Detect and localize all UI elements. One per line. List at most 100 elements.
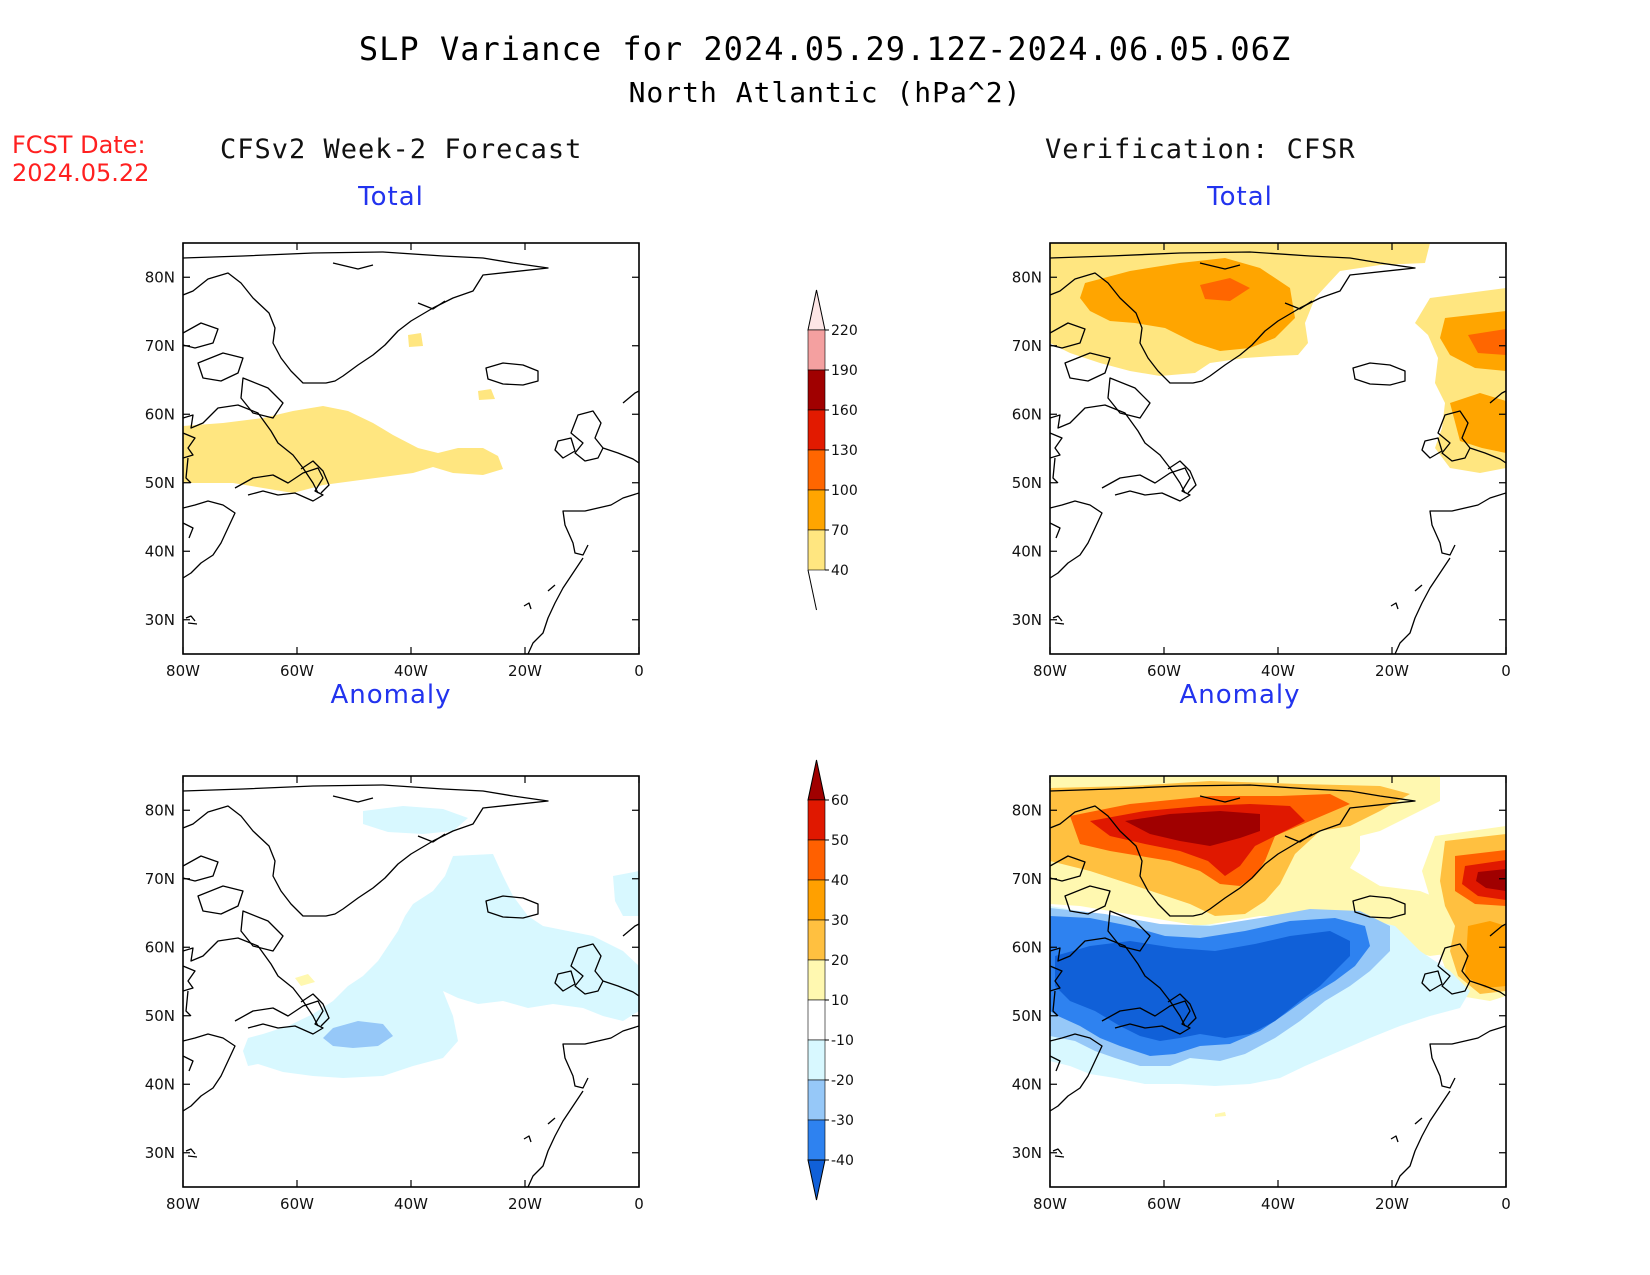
- shaded-region: [1465, 921, 1506, 988]
- lat-tick-label: 40N: [145, 1075, 175, 1093]
- shaded-region: [408, 333, 423, 347]
- shaded-region: [1450, 393, 1506, 453]
- lon-tick-label: 60W: [1147, 1195, 1181, 1213]
- lon-tick-label: 0: [1501, 662, 1511, 680]
- colorbar-segment: [807, 919, 826, 961]
- colorbar-label: 50: [831, 833, 849, 849]
- lat-tick-label: 70N: [145, 870, 175, 888]
- lat-tick-label: 40N: [1012, 542, 1042, 560]
- map-panel-verification-anomaly: 80N 70N 60N 50N 40N 30N 80W 60W 40W 20W 0: [1012, 775, 1511, 1213]
- lat-tick-label: 80N: [1012, 801, 1042, 819]
- lat-tick-label: 30N: [1012, 611, 1042, 629]
- lat-tick-label: 70N: [1012, 870, 1042, 888]
- lat-tick-label: 50N: [145, 1007, 175, 1025]
- shaded-region: [183, 406, 503, 493]
- map-panel-forecast-total: 80N 70N 60N 50N 40N 30N 80W 60W 40W 20W 0: [145, 242, 644, 680]
- colorbar-label: 220: [831, 323, 858, 339]
- colorbar-label: 40: [831, 563, 849, 579]
- shaded-region: [1080, 258, 1295, 351]
- colorbar-segment: [807, 409, 826, 451]
- colorbar-segment: [807, 1079, 826, 1121]
- colorbar-label: -10: [831, 1033, 854, 1049]
- colorbar-segment: [807, 959, 826, 1001]
- colorbar-label: -30: [831, 1113, 854, 1129]
- lon-tick-label: 0: [634, 1195, 644, 1213]
- map-panel-verification-total: 80N 70N 60N 50N 40N 30N 80W 60W 40W 20W 0: [1012, 242, 1511, 680]
- shaded-region: [1055, 931, 1350, 1041]
- main-subtitle: North Atlantic (hPa^2): [628, 76, 1022, 109]
- lat-tick-label: 60N: [1012, 938, 1042, 956]
- colorbar-segment: [807, 799, 826, 841]
- colorbar-segment: [807, 449, 826, 491]
- main-title: SLP Variance for 2024.05.29.12Z-2024.06.…: [358, 30, 1292, 68]
- shaded-region: [1468, 329, 1506, 355]
- colorbar-arrow-high: [807, 759, 826, 801]
- lat-tick-label: 80N: [1012, 268, 1042, 286]
- lat-tick-label: 70N: [1012, 337, 1042, 355]
- lat-tick-label: 50N: [1012, 474, 1042, 492]
- lon-tick-label: 40W: [1261, 662, 1295, 680]
- colorbar-label: 30: [831, 913, 849, 929]
- colorbar-label: -20: [831, 1073, 854, 1089]
- lat-tick-label: 80N: [145, 268, 175, 286]
- forecast-date-label: FCST Date:: [12, 131, 146, 159]
- lon-tick-label: 20W: [508, 1195, 542, 1213]
- lon-tick-label: 20W: [1375, 1195, 1409, 1213]
- shaded-region: [363, 806, 468, 834]
- colorbar-label: 130: [831, 443, 858, 459]
- panel-title-verification-anomaly: Anomaly: [1179, 680, 1301, 710]
- lon-tick-label: 20W: [508, 662, 542, 680]
- colorbar-segment: [807, 839, 826, 881]
- shaded-region: [1476, 869, 1506, 891]
- anomaly-colorbar: -40 -30 -20 -10 10 20 30 40 50 60: [807, 759, 854, 1201]
- colorbar-label: 160: [831, 403, 858, 419]
- lon-tick-label: 60W: [1147, 662, 1181, 680]
- lon-tick-label: 40W: [394, 1195, 428, 1213]
- shaded-region: [1125, 811, 1260, 846]
- shaded-region: [1200, 278, 1250, 301]
- lon-tick-label: 40W: [1261, 1195, 1295, 1213]
- lat-tick-label: 70N: [145, 337, 175, 355]
- colorbar-arrow-high: [807, 289, 826, 331]
- forecast-date-value: 2024.05.22: [12, 159, 150, 187]
- colorbar-label: 70: [831, 523, 849, 539]
- shaded-region: [295, 974, 315, 986]
- lat-tick-label: 80N: [145, 801, 175, 819]
- lat-tick-label: 30N: [145, 1144, 175, 1162]
- shaded-region: [323, 1021, 393, 1048]
- lat-tick-label: 60N: [145, 405, 175, 423]
- lon-tick-label: 60W: [280, 1195, 314, 1213]
- colorbar-segment: [807, 489, 826, 531]
- lon-tick-label: 80W: [1033, 1195, 1067, 1213]
- lat-tick-label: 30N: [1012, 1144, 1042, 1162]
- colorbar-segment: [807, 529, 826, 571]
- lon-tick-label: 0: [634, 662, 644, 680]
- colorbar-segment: [807, 329, 826, 371]
- colorbar-segment: [807, 999, 826, 1041]
- colorbar-segment: [807, 1039, 826, 1081]
- map-panel-forecast-anomaly: 80N 70N 60N 50N 40N 30N 80W 60W 40W 20W 0: [145, 775, 644, 1213]
- colorbar-label: -40: [831, 1153, 854, 1169]
- colorbar-label: 40: [831, 873, 849, 889]
- shaded-region: [478, 389, 495, 400]
- lat-tick-label: 60N: [145, 938, 175, 956]
- lat-tick-label: 40N: [145, 542, 175, 560]
- colorbar-segment: [807, 369, 826, 411]
- colorbar-label: 10: [831, 993, 849, 1009]
- lat-tick-label: 60N: [1012, 405, 1042, 423]
- lon-tick-label: 40W: [394, 662, 428, 680]
- panel-title-verification-total: Total: [1207, 182, 1273, 212]
- colorbar-label: 190: [831, 363, 858, 379]
- lat-tick-label: 50N: [1012, 1007, 1042, 1025]
- shaded-region: [243, 854, 639, 1078]
- column-title-verification: Verification: CFSR: [1045, 134, 1356, 165]
- lat-tick-label: 30N: [145, 611, 175, 629]
- panel-title-forecast-total: Total: [358, 182, 424, 212]
- lon-tick-label: 0: [1501, 1195, 1511, 1213]
- lon-tick-label: 80W: [1033, 662, 1067, 680]
- lon-tick-label: 60W: [280, 662, 314, 680]
- colorbar-label: 100: [831, 483, 858, 499]
- lon-tick-label: 20W: [1375, 662, 1409, 680]
- column-title-forecast: CFSv2 Week-2 Forecast: [220, 134, 583, 165]
- panel-title-forecast-anomaly: Anomaly: [330, 680, 452, 710]
